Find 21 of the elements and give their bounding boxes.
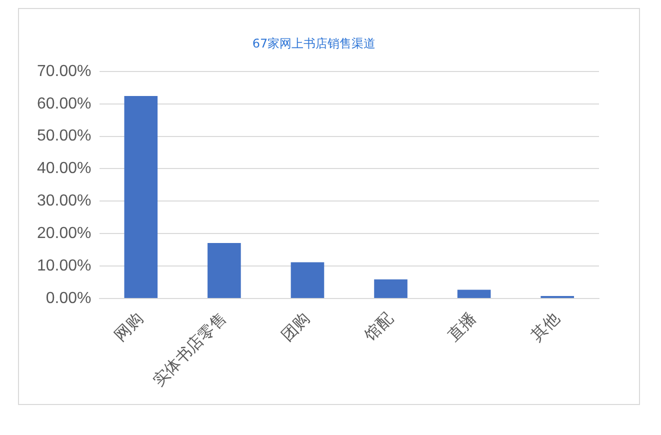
x-tick-label: 直播: [444, 308, 480, 345]
x-tick-label: 网购: [110, 308, 147, 345]
chart-title: 67家网上书店销售渠道: [252, 36, 376, 50]
x-tick-label: 馆配: [360, 308, 397, 346]
bar: [540, 296, 574, 298]
y-tick-label: 60.00%: [37, 95, 92, 112]
y-tick-label: 50.00%: [37, 128, 92, 145]
bar: [290, 262, 324, 298]
y-tick-label: 10.00%: [37, 258, 92, 274]
bar: [208, 243, 241, 298]
y-tick-label: 30.00%: [37, 192, 92, 210]
y-tick-label: 20.00%: [37, 225, 92, 242]
x-tick-label: 团购: [277, 308, 314, 345]
bar: [124, 96, 158, 298]
y-tick-label: 0.00%: [46, 290, 92, 307]
y-tick-label: 70.00%: [37, 62, 92, 80]
bar: [374, 279, 408, 298]
x-tick-label: 实体书店零售: [148, 308, 230, 390]
bar: [457, 290, 491, 298]
y-tick-label: 40.00%: [37, 160, 92, 178]
x-tick-label: 其他: [527, 308, 564, 345]
